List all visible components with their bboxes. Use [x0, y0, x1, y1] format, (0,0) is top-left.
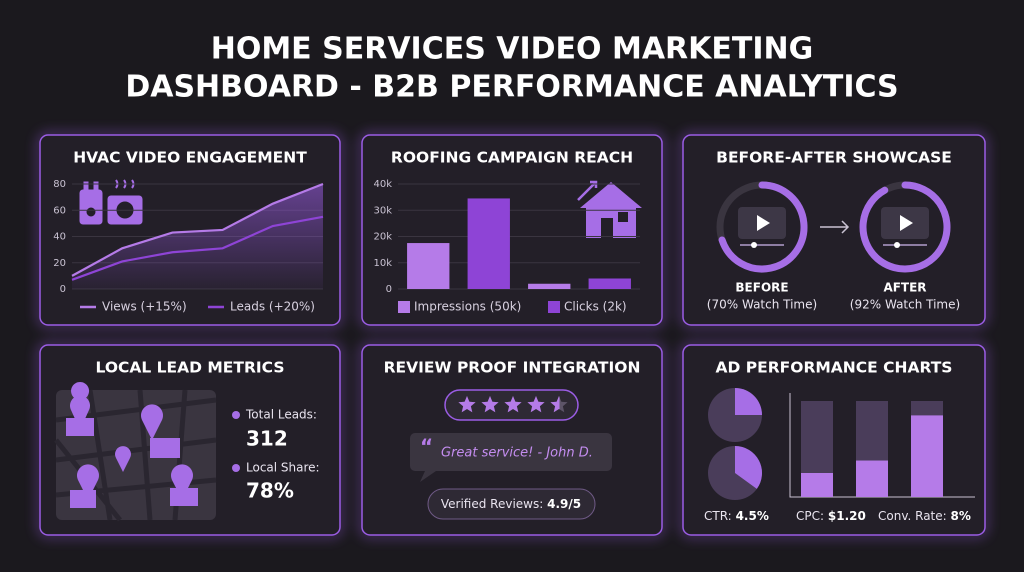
y-tick-label: 60: [53, 205, 66, 216]
legend-swatch: [548, 301, 560, 313]
y-tick-label: 30k: [373, 205, 392, 216]
panel-title: REVIEW PROOF INTEGRATION: [384, 359, 641, 377]
hvac-icon: [79, 179, 143, 225]
title-line-2: DASHBOARD - B2B PERFORMANCE ANALYTICS: [125, 70, 898, 105]
star: [481, 396, 499, 413]
ad-metric: CTR: 4.5%: [704, 509, 769, 523]
y-tick-label: 40: [53, 232, 66, 243]
pie-slice: [735, 388, 762, 415]
ring: [859, 181, 951, 273]
metric-label: Local Share:: [246, 461, 320, 475]
verified-value: 4.9/5: [547, 497, 581, 511]
bar-fill: [856, 460, 888, 497]
ad-metric-label: CPC:: [796, 509, 824, 523]
progress-dot: [894, 242, 900, 248]
title-line-1: HOME SERVICES VIDEO MARKETING: [211, 32, 814, 67]
y-tick-label: 0: [386, 284, 392, 295]
metric-value: 312: [246, 427, 288, 451]
y-tick-label: 20: [53, 258, 66, 269]
ad-metric: Conv. Rate: 8%: [878, 509, 971, 523]
y-tick-label: 80: [53, 179, 66, 190]
bar: [588, 278, 631, 289]
y-tick-label: 10k: [373, 258, 392, 269]
star: [550, 396, 560, 413]
star: [527, 396, 545, 413]
ad-metric-label: Conv. Rate:: [878, 509, 947, 523]
star: [458, 396, 476, 413]
panel-title: HVAC VIDEO ENGAGEMENT: [73, 149, 307, 167]
pie-slice: [735, 446, 762, 489]
panel-title: ROOFING CAMPAIGN REACH: [391, 149, 633, 167]
panel-title: LOCAL LEAD METRICS: [96, 359, 285, 377]
ring: [718, 181, 808, 273]
play-icon: [900, 215, 913, 231]
bar: [407, 243, 450, 289]
progress-dot: [751, 242, 757, 248]
ad-metric: CPC: $1.20: [796, 509, 866, 523]
metric-label: Total Leads:: [245, 408, 317, 422]
verified-label: Verified Reviews:: [441, 497, 543, 511]
line: [71, 215, 324, 281]
panel-title: AD PERFORMANCE CHARTS: [716, 359, 953, 377]
map: [54, 382, 217, 522]
y-tick-label: 20k: [373, 232, 392, 243]
panel-title: BEFORE-AFTER SHOWCASE: [716, 149, 952, 167]
legend-label: Views (+15%): [102, 300, 187, 314]
quote-bubble: “: [410, 433, 612, 482]
bar-fill: [801, 473, 833, 497]
play-icon: [757, 215, 770, 231]
ad-metric-label: CTR:: [704, 509, 732, 523]
ad-metric-value: 8%: [951, 509, 971, 523]
ad-metric-value: $1.20: [828, 509, 866, 523]
bar: [528, 283, 571, 289]
stars: [458, 396, 560, 413]
y-tick-label: 40k: [373, 179, 392, 190]
showcase-arrow: [820, 220, 850, 234]
star: [504, 396, 522, 413]
metric-value: 78%: [246, 479, 294, 503]
verified-text: Verified Reviews: 4.9/5: [441, 497, 581, 511]
quote-text: Great service! - John D.: [441, 446, 593, 461]
verified-pill: [427, 488, 596, 520]
after-label: AFTER: [883, 281, 926, 295]
bullet: [232, 464, 240, 472]
before-caption: (70% Watch Time): [707, 298, 817, 312]
bar: [467, 198, 510, 289]
before-label: BEFORE: [735, 281, 788, 295]
legend-swatch: [398, 301, 410, 313]
bullet: [232, 411, 240, 419]
svg-text:“: “: [420, 435, 433, 459]
bar-fill: [911, 415, 943, 497]
line: [71, 182, 324, 277]
y-tick-label: 0: [60, 284, 66, 295]
legend-label: Impressions (50k): [414, 300, 521, 314]
legend-label: Clicks (2k): [564, 300, 627, 314]
ad-metric-value: 4.5%: [736, 509, 769, 523]
after-caption: (92% Watch Time): [850, 298, 960, 312]
legend-label: Leads (+20%): [230, 300, 315, 314]
